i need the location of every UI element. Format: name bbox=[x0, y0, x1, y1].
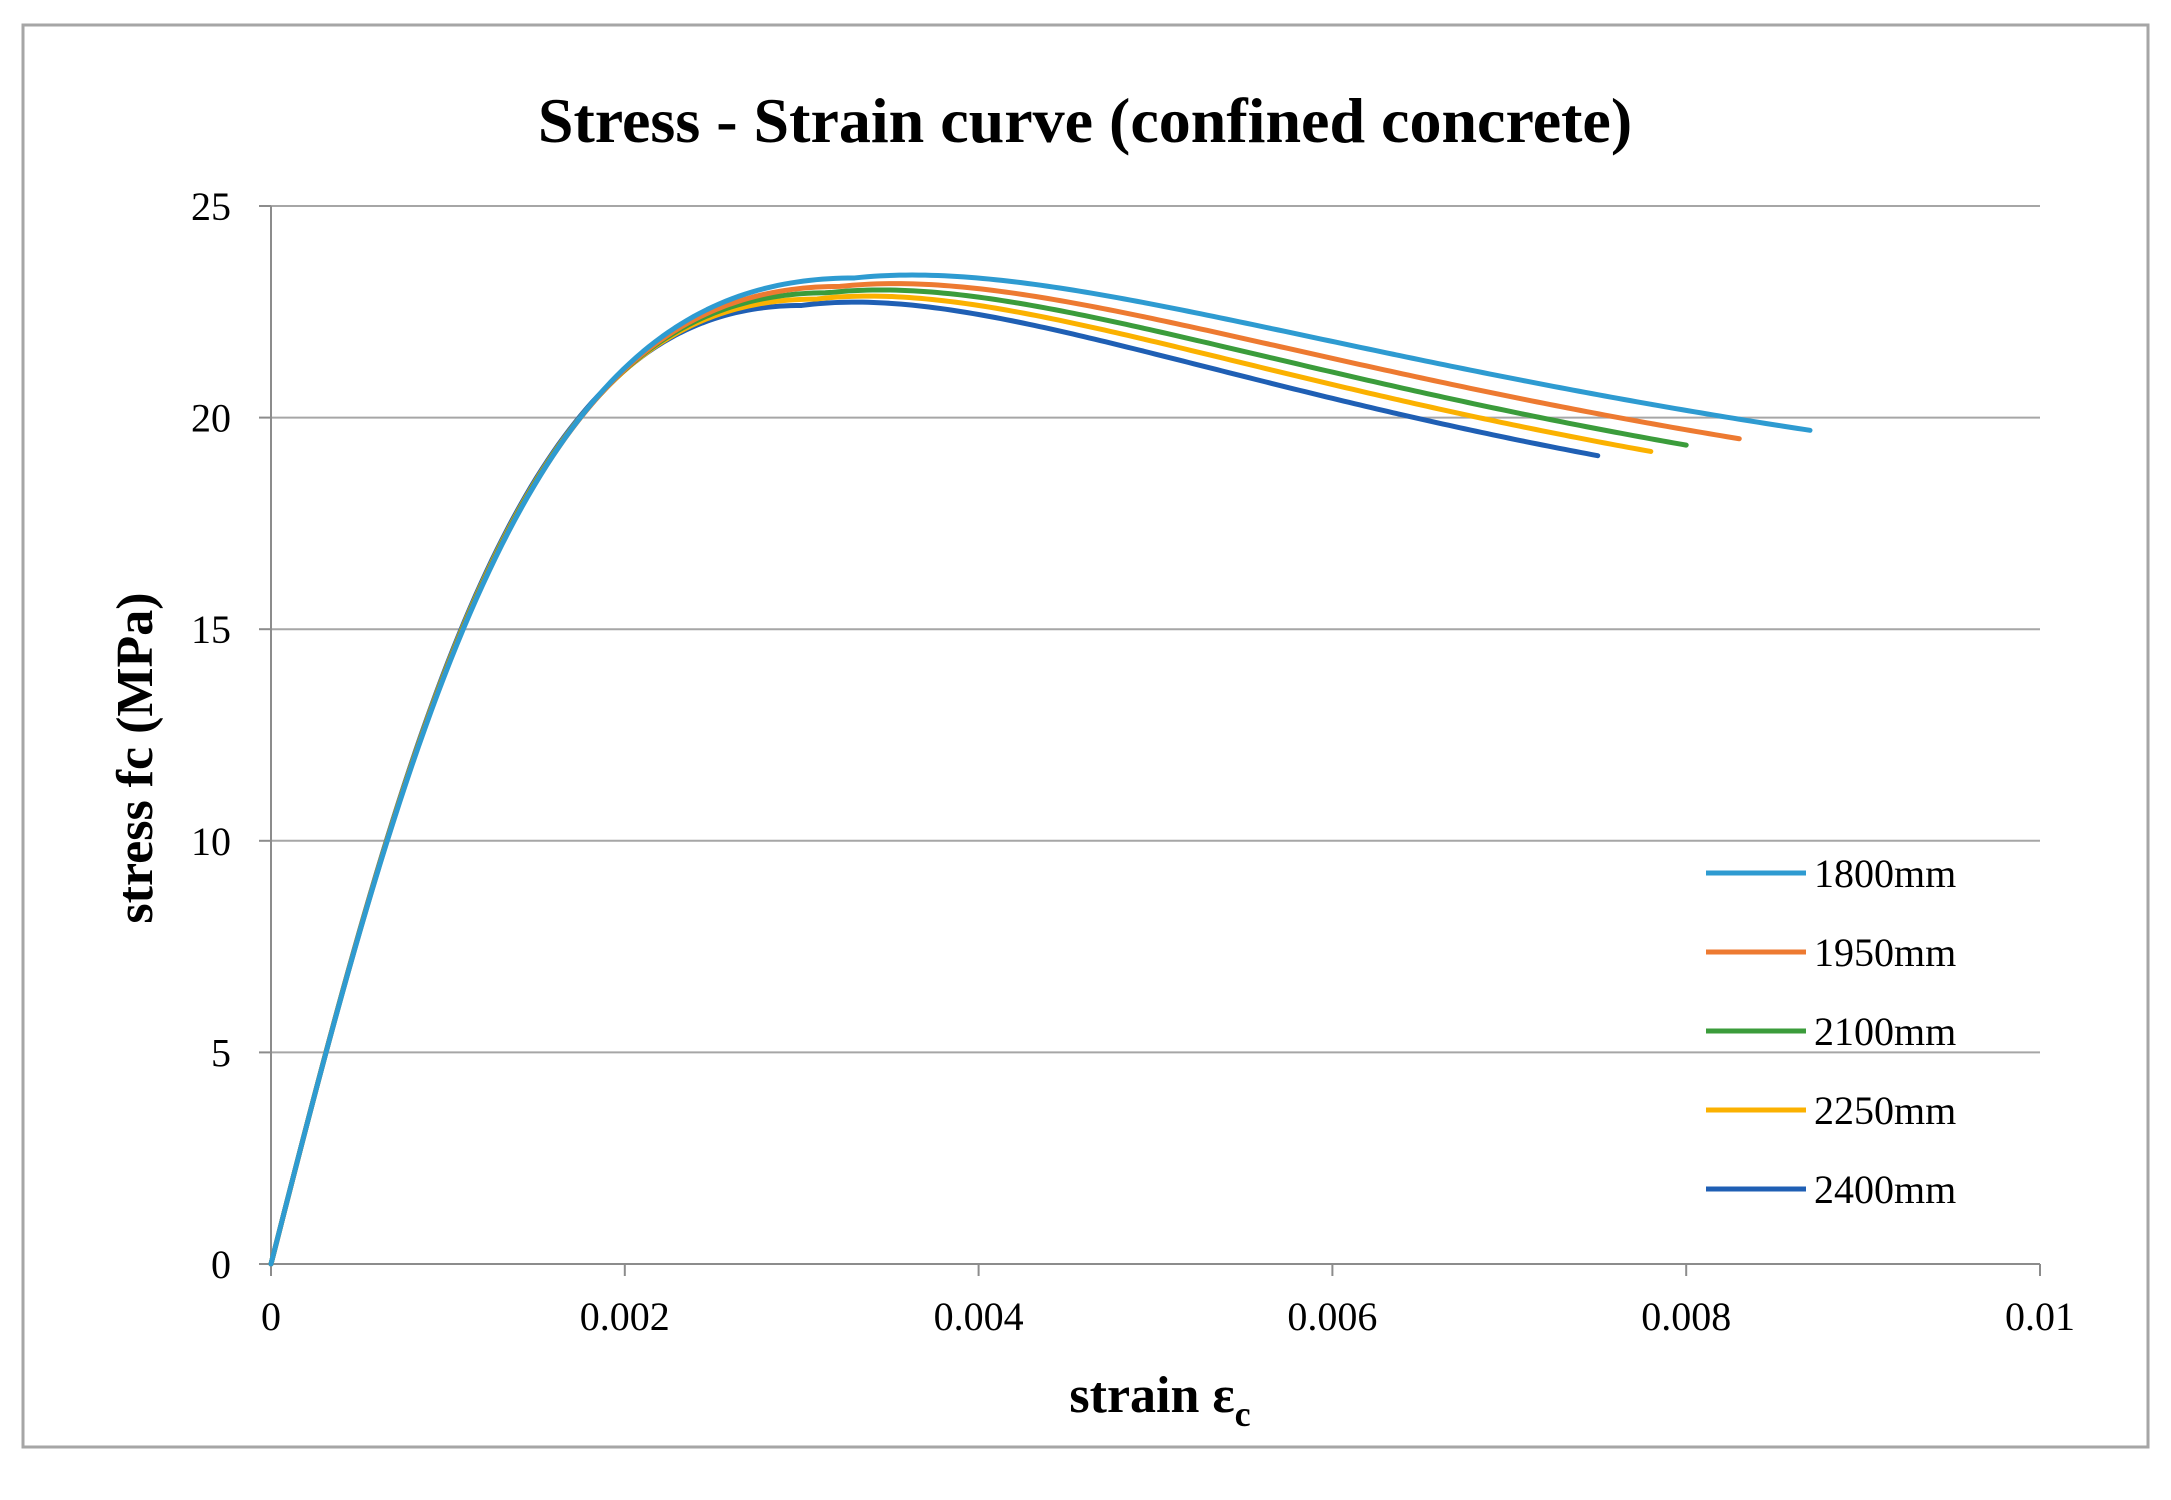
series-lines bbox=[268, 272, 1813, 1267]
legend: 1800mm 1950mm 2100mm 2250mm 2400mm bbox=[1706, 851, 1956, 1212]
chart-border bbox=[21, 23, 2150, 1449]
x-tick-label-0: 0 bbox=[261, 1294, 281, 1339]
legend-entry-1950mm: 1950mm bbox=[1706, 930, 1956, 975]
legend-label-2100mm: 2100mm bbox=[1814, 1009, 1956, 1054]
legend-entry-2400mm: 2400mm bbox=[1706, 1167, 1956, 1212]
legend-entry-2100mm: 2100mm bbox=[1706, 1009, 1956, 1054]
x-axis-label-main: strain ε bbox=[1069, 1367, 1234, 1424]
y-tick-label-10: 10 bbox=[191, 819, 231, 864]
x-tick-label-0.01: 0.01 bbox=[2005, 1294, 2075, 1339]
gridlines bbox=[271, 205, 2040, 1054]
legend-label-1950mm: 1950mm bbox=[1814, 930, 1956, 975]
y-tick-label-20: 20 bbox=[191, 396, 231, 441]
legend-label-1800mm: 1800mm bbox=[1814, 851, 1956, 896]
legend-entry-1800mm: 1800mm bbox=[1706, 851, 1956, 896]
legend-label-2400mm: 2400mm bbox=[1814, 1167, 1956, 1212]
y-tick-label-25: 25 bbox=[191, 184, 231, 229]
y-tick-label-15: 15 bbox=[191, 607, 231, 652]
x-axis-label: strain εc bbox=[1069, 1367, 1250, 1434]
y-tick-label-5: 5 bbox=[211, 1030, 231, 1075]
series-line-1800mm bbox=[268, 272, 1813, 1267]
x-axis-label-subscript: c bbox=[1235, 1394, 1251, 1434]
x-tick-label-0.006: 0.006 bbox=[1287, 1294, 1377, 1339]
x-tick-label-0.004: 0.004 bbox=[934, 1294, 1024, 1339]
chart-title: Stress - Strain curve (confined concrete… bbox=[538, 85, 1632, 156]
y-tick-label-0: 0 bbox=[211, 1242, 231, 1287]
y-axis-label: stress fc (MPa) bbox=[107, 592, 164, 923]
x-tick-label-0.008: 0.008 bbox=[1641, 1294, 1731, 1339]
x-tick-label-0.002: 0.002 bbox=[580, 1294, 670, 1339]
legend-entry-2250mm: 2250mm bbox=[1706, 1088, 1956, 1133]
legend-label-2250mm: 2250mm bbox=[1814, 1088, 1956, 1133]
tick-labels: 0 5 10 15 20 25 0 0.002 0.004 0.006 0.008 0.01 bbox=[191, 184, 2075, 1339]
axes bbox=[259, 205, 2041, 1276]
